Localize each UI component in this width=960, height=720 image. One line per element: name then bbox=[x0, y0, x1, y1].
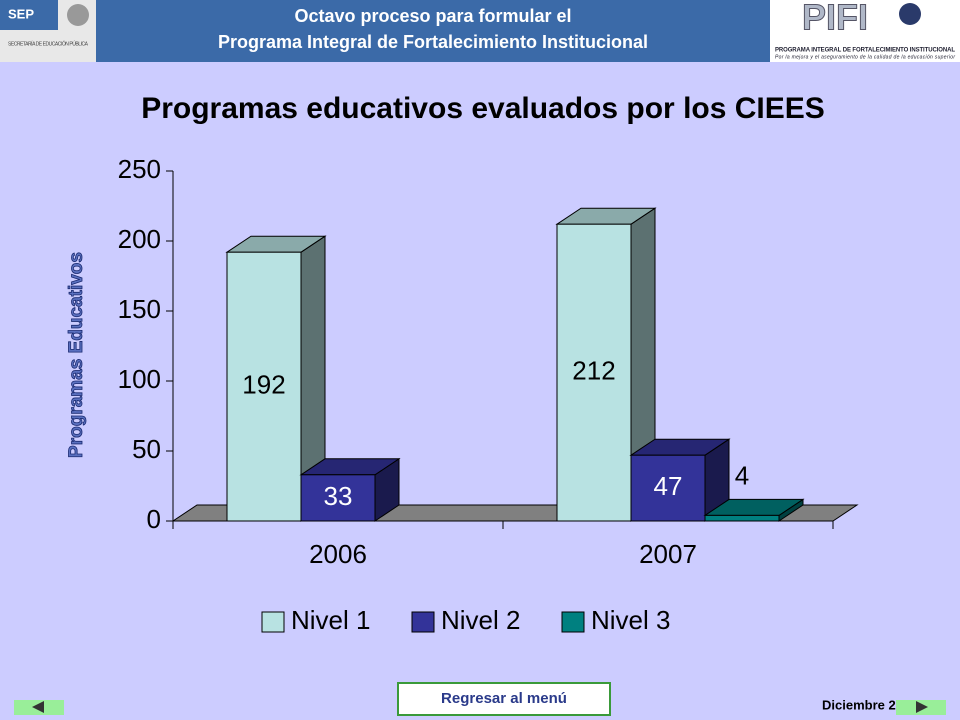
header-line2: Programa Integral de Fortalecimiento Ins… bbox=[218, 32, 648, 52]
data-label: 33 bbox=[324, 481, 353, 511]
legend-swatch bbox=[411, 611, 435, 633]
bar bbox=[704, 514, 780, 522]
sep-box bbox=[0, 0, 58, 30]
y-axis-label: Programas Educativos bbox=[66, 252, 87, 458]
legend-label: Nivel 1 bbox=[291, 605, 370, 635]
legend-swatch bbox=[561, 611, 585, 633]
bar bbox=[226, 251, 302, 522]
pifi-logo bbox=[770, 0, 960, 62]
bar bbox=[300, 474, 376, 522]
data-label: 212 bbox=[572, 355, 615, 385]
chart-title: Programas educativos evaluados por los C… bbox=[141, 92, 825, 125]
y-tick-label: 50 bbox=[132, 434, 161, 464]
legend-label: Nivel 3 bbox=[591, 605, 670, 635]
y-tick-label: 0 bbox=[147, 504, 161, 534]
x-tick-label: 2006 bbox=[309, 539, 367, 569]
y-tick-label: 200 bbox=[118, 224, 161, 254]
legend-swatch bbox=[261, 611, 285, 633]
pifi-motto: Por la mejora y el aseguramiento de la c… bbox=[775, 54, 955, 60]
legend-label: Nivel 2 bbox=[441, 605, 520, 635]
menu-button-label[interactable]: Regresar al menú bbox=[441, 690, 567, 707]
prev-arrow[interactable] bbox=[32, 701, 44, 713]
sep-emblem bbox=[67, 4, 89, 26]
menu-button[interactable] bbox=[397, 682, 611, 716]
x-tick-label: 2007 bbox=[639, 539, 697, 569]
y-tick-label: 150 bbox=[118, 294, 161, 324]
data-label: 4 bbox=[735, 460, 749, 490]
pifi-dot bbox=[899, 3, 921, 25]
pifi-name: PROGRAMA INTEGRAL DE FORTALECIMIENTO INS… bbox=[775, 48, 955, 54]
pifi-text: PIFI bbox=[802, 0, 868, 38]
next-arrow[interactable] bbox=[916, 701, 928, 713]
header-line1: Octavo proceso para formular el bbox=[294, 6, 571, 26]
sep-text: SEP bbox=[8, 6, 34, 21]
sep-name: SECRETARÍA DE EDUCACIÓN PÚBLICA bbox=[8, 40, 89, 47]
y-tick-label: 250 bbox=[118, 154, 161, 184]
bar bbox=[630, 454, 706, 522]
data-label: 192 bbox=[242, 369, 285, 399]
bar bbox=[556, 223, 632, 522]
data-label: 47 bbox=[654, 471, 683, 501]
y-tick-label: 100 bbox=[118, 364, 161, 394]
